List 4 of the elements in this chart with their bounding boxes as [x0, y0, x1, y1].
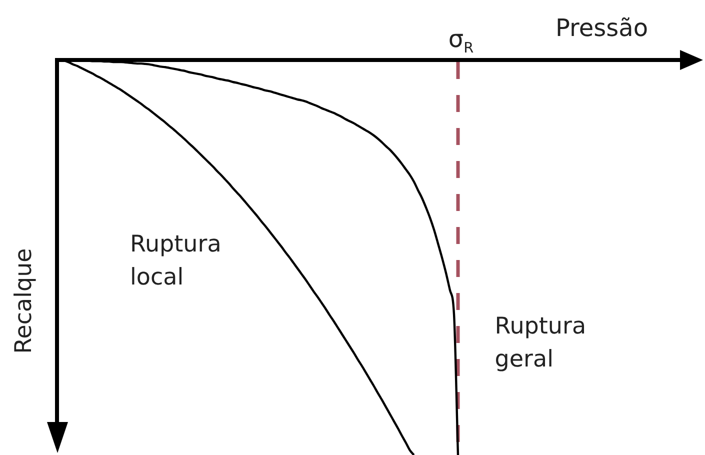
series-label: Ruptura local — [130, 231, 222, 290]
series-label: Ruptura geral — [494, 314, 586, 373]
y-axis-title: Recalque — [11, 248, 37, 354]
x-axis-title: Pressão — [555, 14, 648, 42]
